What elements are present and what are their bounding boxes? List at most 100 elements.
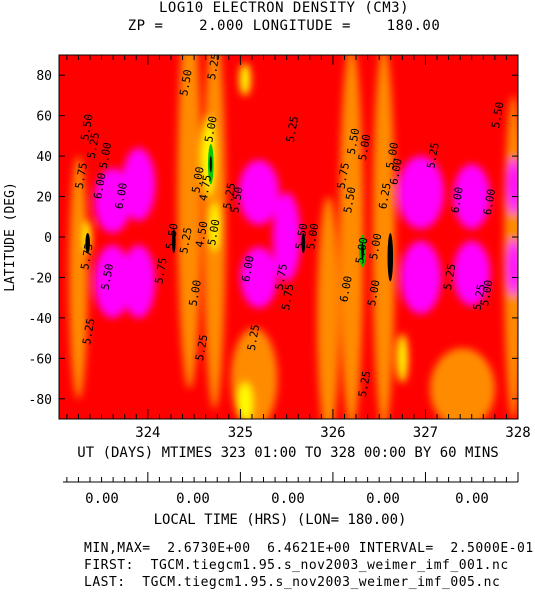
y-axis: 80 60 40 20 0 -20 -40 -60 -80 bbox=[29, 69, 518, 408]
color-band-20 bbox=[505, 158, 518, 215]
core-7 bbox=[171, 228, 176, 254]
contour-label: 5.00 bbox=[97, 141, 114, 169]
lt-tick-label: 0.00 bbox=[366, 491, 400, 507]
footer-first-file: FIRST: TGCM.tiegcm1.95.s_nov2003_weimer_… bbox=[84, 558, 509, 573]
contour-label: 5.00 bbox=[304, 222, 321, 250]
color-band-17 bbox=[400, 241, 442, 314]
contour-label: 5.25 bbox=[193, 333, 210, 361]
color-band-19 bbox=[453, 241, 491, 306]
local-time-axis-label: LOCAL TIME (HRS) (LON= 180.00) bbox=[154, 512, 407, 528]
contour-label: 5.25 bbox=[245, 323, 262, 351]
y-axis-label: LATITUDE (DEG) bbox=[3, 182, 18, 292]
color-band-18 bbox=[453, 164, 491, 229]
contour-label: 5.25 bbox=[441, 263, 458, 291]
contour-label: 5.50 bbox=[228, 186, 245, 214]
contour-label: 6.00 bbox=[91, 172, 108, 200]
x-axis-label: UT (DAYS) MTIMES 323 01:00 TO 328 00:00 … bbox=[77, 445, 498, 461]
contour-label: 5.25 bbox=[471, 283, 488, 311]
color-band-12 bbox=[121, 245, 156, 318]
contour-label: 5.50 bbox=[163, 222, 180, 250]
contour-label: 5.00 bbox=[367, 232, 384, 260]
contour-label: 5.25 bbox=[284, 115, 301, 143]
contour-label: 5.50 bbox=[341, 186, 358, 214]
y-tick-label: -80 bbox=[29, 393, 52, 408]
y-tick-label: -40 bbox=[29, 312, 52, 327]
contour-label: 5.25 bbox=[221, 182, 238, 210]
contour-label: 5.25 bbox=[80, 317, 97, 345]
color-band-23 bbox=[209, 202, 220, 252]
x-axis: 324 325 326 327 328 bbox=[66, 55, 531, 441]
contour-label: 5.50 bbox=[78, 113, 95, 141]
contour-label: 5.75 bbox=[152, 257, 169, 285]
lt-tick-label: 0.00 bbox=[455, 491, 489, 507]
color-band-11 bbox=[121, 148, 156, 221]
contour-label: 6.25 bbox=[376, 182, 393, 210]
core-3 bbox=[361, 243, 364, 260]
contour-label: 5.75 bbox=[335, 162, 352, 190]
color-band-10 bbox=[94, 245, 132, 318]
contour-label: 5.00 bbox=[353, 236, 370, 264]
color-band-24 bbox=[237, 382, 253, 419]
contour-label: 5.00 bbox=[205, 218, 222, 246]
color-band-15 bbox=[272, 192, 301, 282]
contour-label: 5.00 bbox=[478, 279, 495, 307]
lt-tick-label: 0.00 bbox=[271, 491, 305, 507]
color-band-26 bbox=[396, 334, 408, 383]
contour-label: 5.00 bbox=[384, 141, 401, 169]
heatmap-field bbox=[59, 55, 518, 419]
contour-label: 5.25 bbox=[424, 141, 441, 169]
contour-label: 5.25 bbox=[356, 370, 373, 398]
lt-tick-label: 0.00 bbox=[85, 491, 119, 507]
lt-tick-label: 0.00 bbox=[176, 491, 210, 507]
color-band-8 bbox=[430, 348, 495, 419]
color-band-21 bbox=[505, 239, 518, 296]
x-tick-label: 325 bbox=[228, 425, 253, 441]
contour-label: 5.75 bbox=[279, 283, 296, 311]
contour-label: 5.00 bbox=[187, 279, 204, 307]
contour-label: 5.50 bbox=[489, 101, 506, 129]
y-tick-label: 20 bbox=[36, 191, 52, 206]
color-band-4 bbox=[69, 156, 88, 399]
contour-label: 5.75 bbox=[73, 162, 90, 190]
page-title: LOG10 ELECTRON DENSITY (CM3) bbox=[158, 0, 410, 16]
x-tick-label: 326 bbox=[320, 425, 345, 441]
color-band-5 bbox=[317, 196, 340, 419]
core-6 bbox=[301, 232, 306, 254]
contour-label: 5.50 bbox=[177, 69, 194, 97]
core-4 bbox=[387, 232, 394, 282]
x-tick-label: 324 bbox=[135, 425, 160, 441]
contour-label: 6.00 bbox=[448, 186, 465, 214]
color-band-25 bbox=[239, 63, 251, 96]
contour-label: 4.50 bbox=[193, 220, 210, 248]
x-tick-label: 327 bbox=[413, 425, 438, 441]
y-tick-label: 80 bbox=[36, 69, 52, 84]
contour-label: 6.00 bbox=[239, 255, 256, 283]
color-band-3 bbox=[372, 55, 395, 419]
contour-label: 5.00 bbox=[356, 133, 373, 161]
local-time-axis: 0.00 0.00 0.00 0.00 0.00 bbox=[63, 472, 519, 507]
contour-label: 5.25 bbox=[85, 131, 102, 159]
y-tick-label: 0 bbox=[44, 231, 52, 246]
contour-label: 5.75 bbox=[78, 242, 95, 270]
contour-label: 6.00 bbox=[337, 275, 354, 303]
core-5 bbox=[85, 232, 91, 254]
color-band-2 bbox=[339, 55, 364, 419]
core-1 bbox=[209, 156, 212, 173]
contour-label: 5.25 bbox=[177, 226, 194, 254]
contour-label: 6.00 bbox=[387, 158, 404, 186]
contour-label: 5.50 bbox=[99, 263, 116, 291]
contour-label: 5.25 bbox=[205, 52, 222, 80]
color-band-0 bbox=[177, 55, 202, 389]
footer-last-file: LAST: TGCM.tiegcm1.95.s_nov2003_weimer_i… bbox=[84, 575, 501, 590]
footer-minmax: MIN,MAX= 2.6730E+00 6.4621E+00 INTERVAL=… bbox=[84, 541, 534, 556]
y-tick-label: 40 bbox=[36, 150, 52, 165]
contour-label: 5.50 bbox=[345, 127, 362, 155]
contour-label: 5.00 bbox=[365, 279, 382, 307]
contour-label: 5.50 bbox=[293, 222, 310, 250]
contour-label: 6.00 bbox=[113, 182, 130, 210]
y-tick-label: 60 bbox=[36, 110, 52, 125]
y-tick-label: -20 bbox=[29, 271, 52, 286]
color-band-16 bbox=[397, 156, 444, 229]
contour-label: 6.00 bbox=[481, 188, 498, 216]
